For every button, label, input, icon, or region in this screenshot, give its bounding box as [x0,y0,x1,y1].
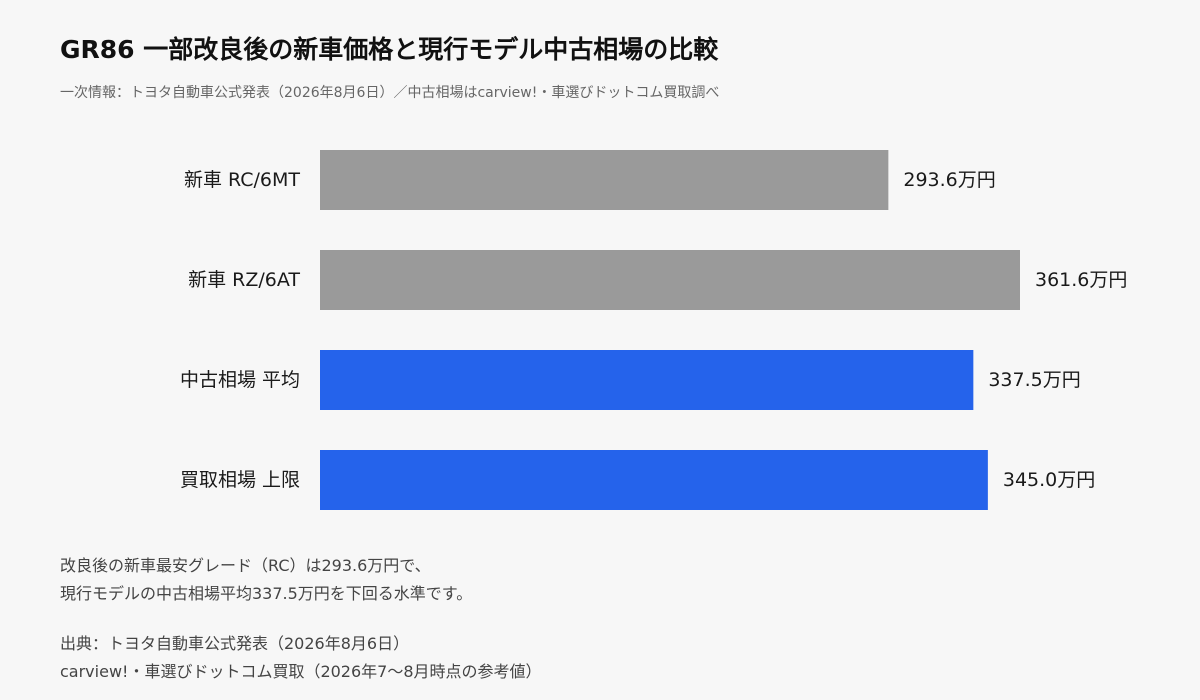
note-line: 改良後の新車最安グレード（RC）は293.6万円で、 [60,556,431,575]
source-line: carview!・車選びドットコム買取（2026年7〜8月時点の参考値） [60,662,542,681]
note-line: 現行モデルの中古相場平均337.5万円を下回る水準です。 [60,584,473,603]
value-label: 345.0万円 [1003,469,1095,491]
category-label: 新車 RZ/6AT [188,269,300,291]
category-label: 中古相場 平均 [180,369,300,391]
value-label: 361.6万円 [1035,269,1127,291]
bar-4 [320,450,988,510]
source-citation: 出典：トヨタ自動車公式発表（2026年8月6日） carview!・車選びドット… [60,630,542,686]
bar-2 [320,250,1020,310]
category-label: 新車 RC/6MT [184,169,300,191]
source-line: 出典：トヨタ自動車公式発表（2026年8月6日） [60,634,410,653]
value-label: 293.6万円 [903,169,995,191]
category-label: 買取相場 上限 [180,469,300,491]
value-label: 337.5万円 [988,369,1080,391]
chart-note: 改良後の新車最安グレード（RC）は293.6万円で、 現行モデルの中古相場平均3… [60,552,472,608]
bar-3 [320,350,974,410]
chart-subtitle: 一次情報：トヨタ自動車公式発表（2026年8月6日）／中古相場はcarview!… [60,85,720,101]
chart-title: GR86 一部改良後の新車価格と現行モデル中古相場の比較 [60,35,719,64]
bar-1 [320,150,889,210]
